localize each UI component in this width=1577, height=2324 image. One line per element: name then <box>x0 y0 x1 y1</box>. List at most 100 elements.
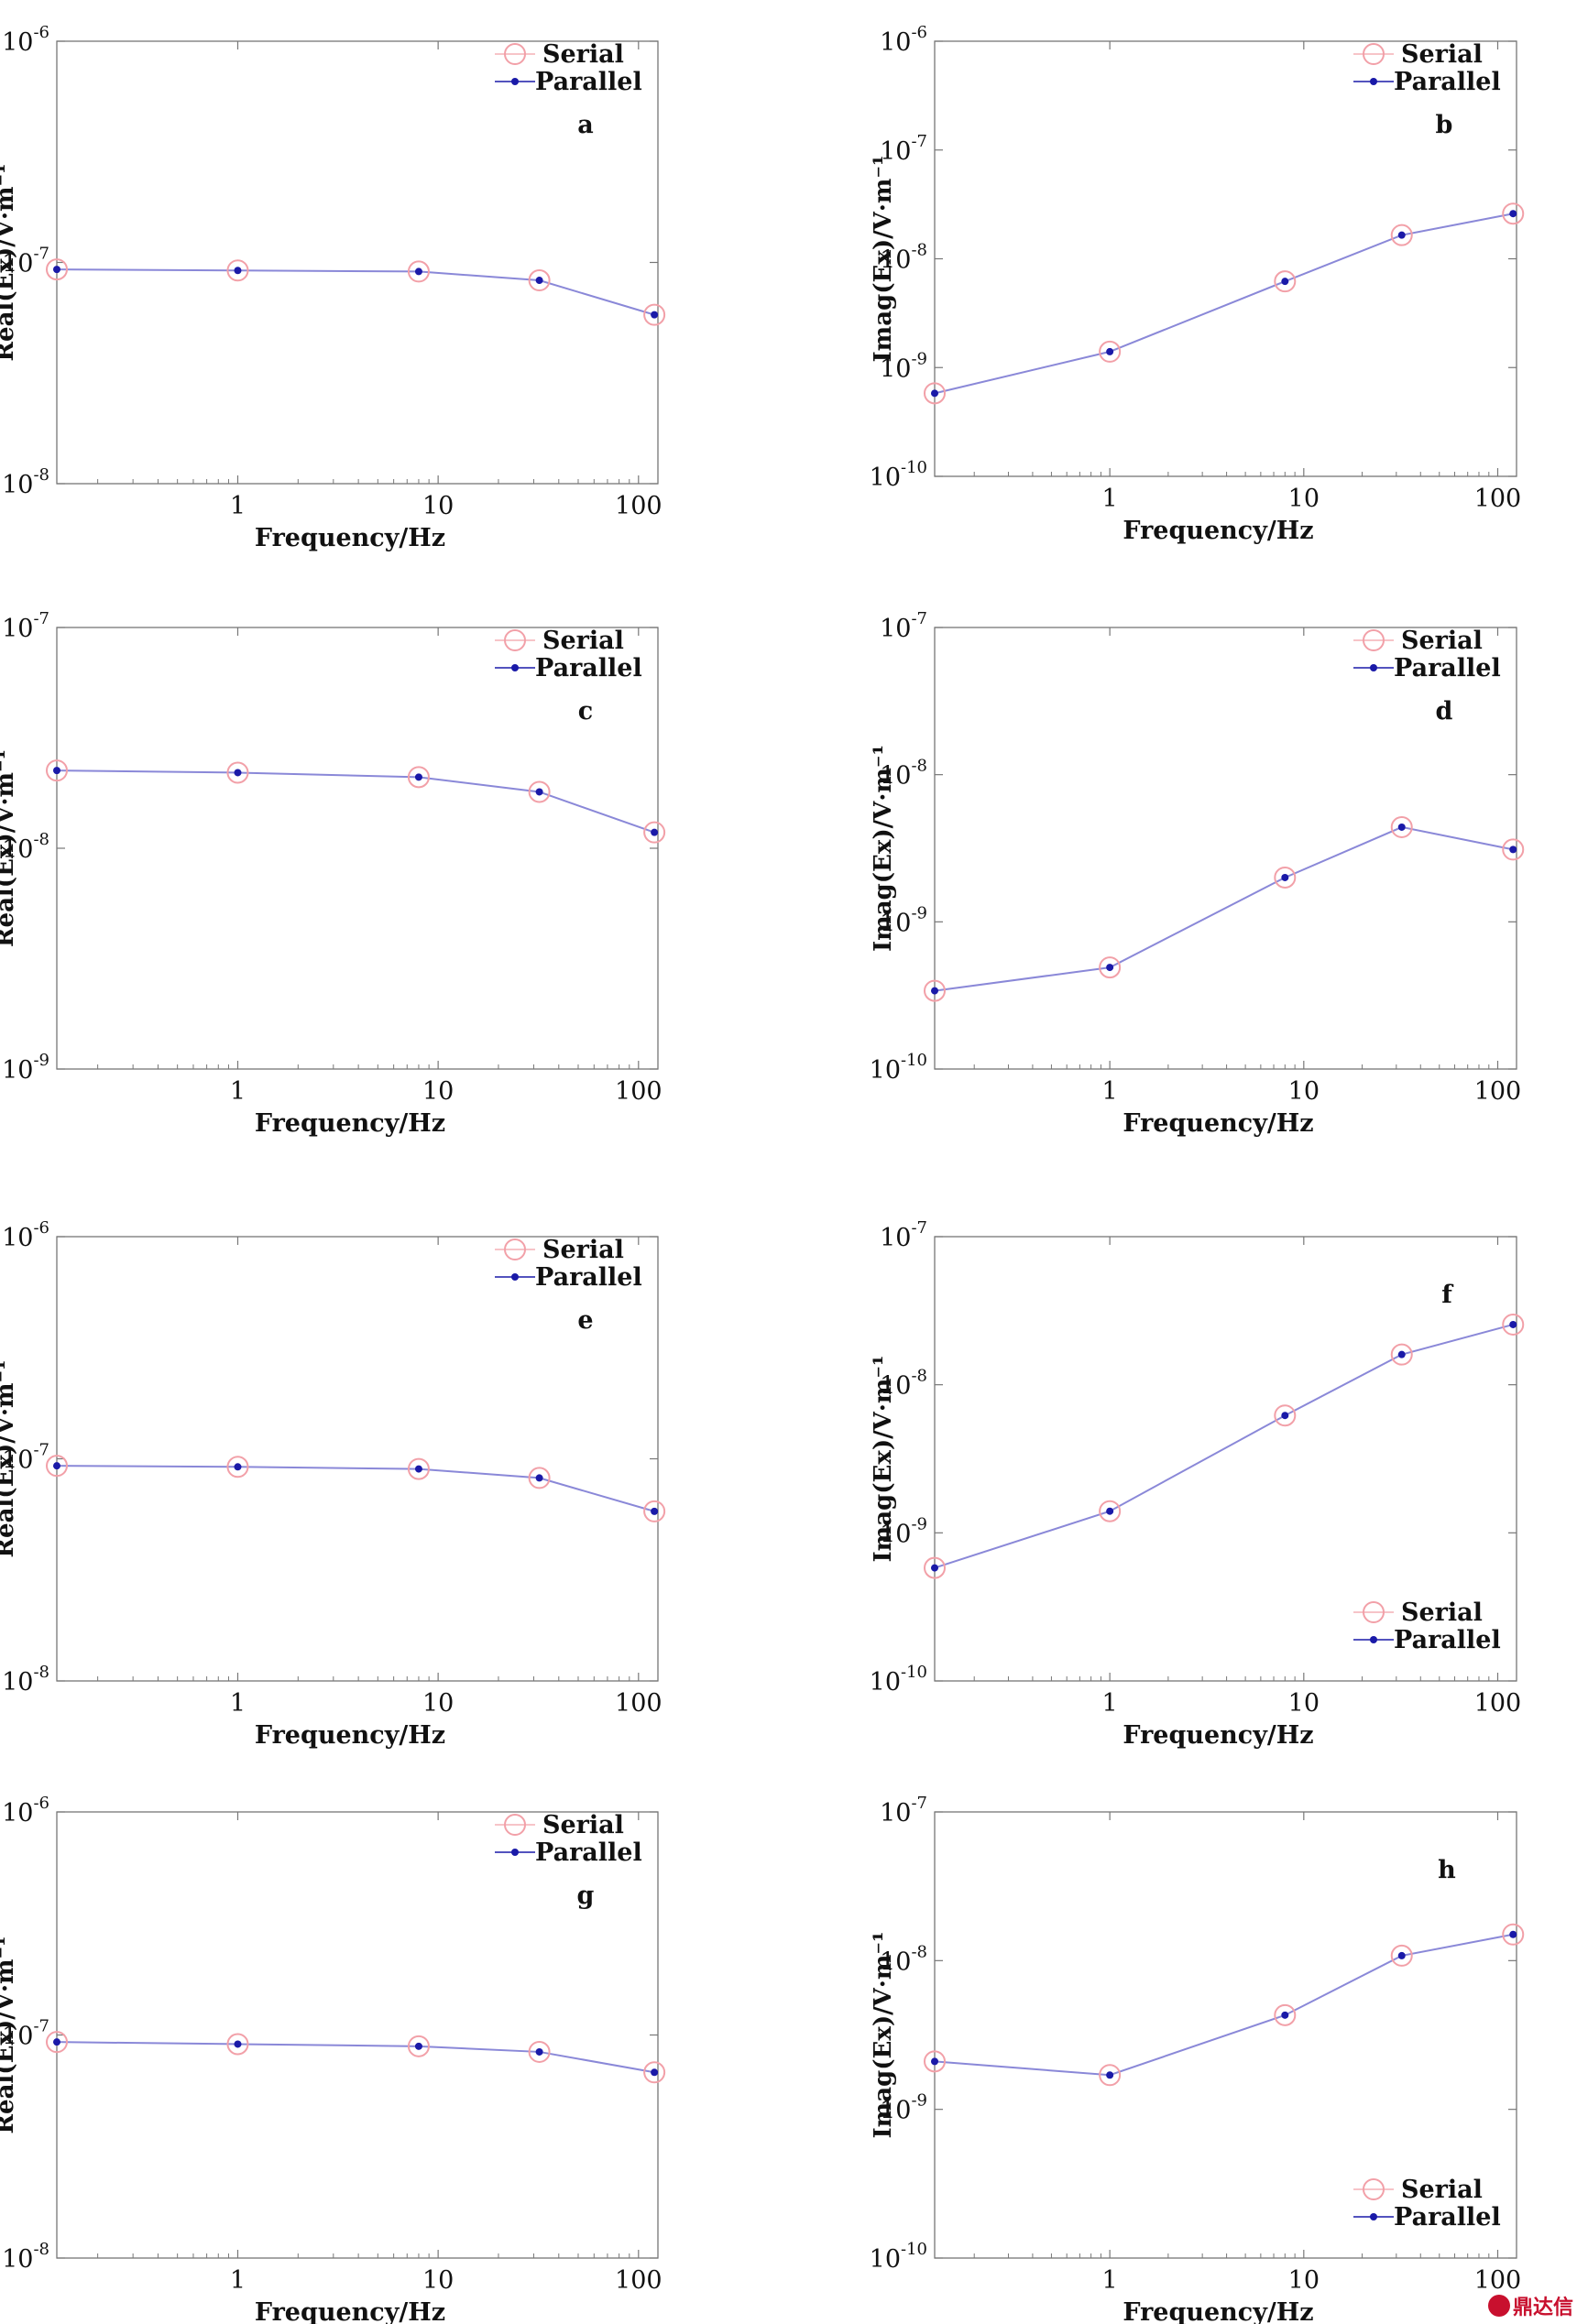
x-tick-label: 1 <box>1102 2266 1118 2295</box>
x-tick-label: 100 <box>1474 2266 1522 2295</box>
y-tick-exponent: -7 <box>911 1218 927 1238</box>
data-point-parallel <box>651 2068 659 2077</box>
y-axis-label: Imag(Ex)/V·m⁻¹ <box>870 745 897 952</box>
watermark-logo-icon <box>1487 2295 1510 2317</box>
data-point-serial <box>1274 866 1297 889</box>
y-tick-label: 10-8 <box>2 465 49 499</box>
x-axis-label: Frequency/Hz <box>255 1109 445 1138</box>
y-tick-exponent: -7 <box>33 609 49 628</box>
x-axis-label: Frequency/Hz <box>1123 517 1313 545</box>
data-point-parallel <box>1509 1320 1517 1328</box>
legend-marker-serial <box>1363 2178 1385 2200</box>
legend-marker-parallel <box>1370 78 1377 85</box>
data-point-parallel <box>1281 2011 1289 2019</box>
watermark: 鼎达信 <box>1487 2291 1573 2320</box>
x-tick-label: 1 <box>230 1077 246 1106</box>
y-tick-label: 10-7 <box>880 609 927 643</box>
y-tick-exponent: -7 <box>911 1794 927 1813</box>
data-point-serial <box>1099 340 1122 363</box>
data-point-serial <box>407 2035 430 2057</box>
x-axis-label: Frequency/Hz <box>255 1721 445 1750</box>
plot-frame <box>56 627 659 1070</box>
legend-label-parallel: Parallel <box>535 68 642 96</box>
x-axis-label: Frequency/Hz <box>1123 1721 1313 1750</box>
x-tick-label: 1 <box>1102 1689 1118 1718</box>
data-point-serial <box>407 260 430 283</box>
chart-panel-g: 1 10 10010-810-710-6Frequency/HzReal(Ex)/V… <box>0 1794 666 2324</box>
legend-label-serial: Serial <box>542 627 624 655</box>
y-tick-label: 10-6 <box>2 1794 49 1828</box>
data-point-parallel <box>53 266 60 274</box>
y-tick-exponent: -9 <box>911 2091 927 2111</box>
data-point-parallel <box>1397 1951 1406 1959</box>
y-tick-exponent: -8 <box>33 830 49 849</box>
x-tick-label: 100 <box>1474 1077 1522 1106</box>
data-point-serial <box>1390 1343 1413 1366</box>
data-point-serial <box>1390 224 1413 246</box>
y-tick-label: 10-8 <box>2 1663 49 1697</box>
plot-frame <box>56 40 659 485</box>
x-axis-label: Frequency/Hz <box>255 2298 445 2324</box>
y-tick-label: 10-8 <box>2 2240 49 2274</box>
y-tick-label: 10-10 <box>870 458 927 492</box>
y-axis-label: Imag(Ex)/V·m⁻¹ <box>870 1932 897 2139</box>
legend-marker-serial <box>504 629 526 651</box>
y-axis-label: Real(Ex)/V·m⁻¹ <box>0 1359 19 1557</box>
legend-label-serial: Serial <box>1401 2176 1483 2204</box>
data-point-parallel <box>234 769 242 777</box>
data-point-parallel <box>535 2047 543 2056</box>
chart-panel-h: 1 10 10010-1010-910-810-7Frequency/HzImag(… <box>870 1794 1525 2324</box>
data-point-parallel <box>931 987 938 995</box>
y-axis-label: Real(Ex)/V·m⁻¹ <box>0 749 19 947</box>
x-tick-label: 10 <box>1288 2266 1320 2295</box>
data-point-parallel <box>234 2040 242 2048</box>
legend-label-serial: Serial <box>542 1811 624 1839</box>
plot-frame <box>934 627 1517 1070</box>
data-point-serial <box>1502 1313 1525 1336</box>
data-point-parallel <box>1397 1350 1406 1358</box>
legend-label-parallel: Parallel <box>1394 68 1501 96</box>
legend-label-parallel: Parallel <box>1394 654 1501 682</box>
data-point-parallel <box>53 767 60 775</box>
data-point-parallel <box>651 828 659 836</box>
legend-label-parallel: Parallel <box>1394 2203 1501 2231</box>
data-point-serial <box>643 1500 666 1522</box>
y-tick-exponent: -9 <box>911 1514 927 1533</box>
data-point-serial <box>643 303 666 326</box>
y-tick-exponent: -6 <box>33 1218 49 1238</box>
y-axis-label: Imag(Ex)/V·m⁻¹ <box>870 156 897 363</box>
data-point-serial <box>1274 270 1297 293</box>
data-point-parallel <box>414 773 422 781</box>
data-point-parallel <box>1281 1412 1289 1420</box>
legend-label-parallel: Parallel <box>535 654 642 682</box>
series-line-parallel <box>934 213 1514 395</box>
legend-marker-parallel <box>511 664 519 671</box>
chart-panel-e: 1 10 10010-810-710-6Frequency/HzReal(Ex)/V… <box>0 1218 666 1750</box>
y-tick-exponent: -8 <box>33 465 49 485</box>
data-point-serial <box>924 382 946 405</box>
legend-label-serial: Serial <box>542 40 624 69</box>
y-tick-exponent: -8 <box>911 241 927 260</box>
y-tick-label: 10-6 <box>2 1218 49 1252</box>
legend-marker-serial <box>504 1814 526 1836</box>
x-axis-label: Frequency/Hz <box>1123 1109 1313 1138</box>
x-tick-label: 1 <box>1102 485 1118 513</box>
data-point-serial <box>924 979 946 1002</box>
data-point-serial <box>1390 815 1413 838</box>
data-point-parallel <box>1509 210 1517 218</box>
y-tick-exponent: -7 <box>911 132 927 151</box>
x-tick-label: 100 <box>615 1077 663 1106</box>
panel-letter: b <box>1436 111 1453 139</box>
y-tick-exponent: -9 <box>911 903 927 922</box>
series-line-parallel <box>934 1933 1514 2077</box>
data-point-parallel <box>234 1463 242 1471</box>
y-tick-label: 10-6 <box>880 23 927 57</box>
data-point-parallel <box>535 277 543 285</box>
legend-marker-serial <box>504 1238 526 1260</box>
plot-frame <box>56 1811 659 2259</box>
data-point-serial <box>528 269 551 292</box>
series-line-parallel <box>934 1323 1514 1569</box>
